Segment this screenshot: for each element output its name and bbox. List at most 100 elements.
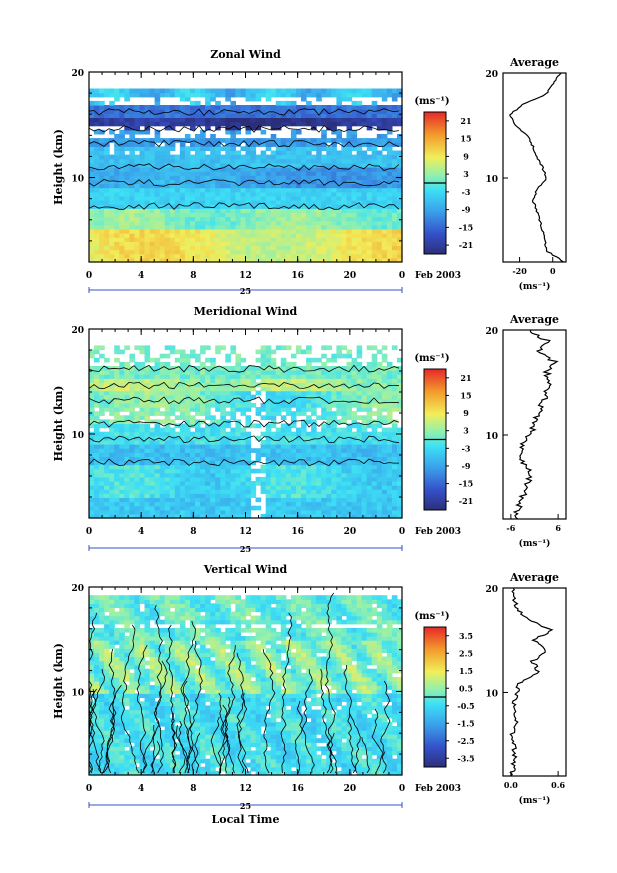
heatmap-cell — [89, 117, 95, 123]
heatmap-cell — [225, 224, 231, 230]
heatmap-cell — [240, 476, 247, 482]
heatmap-cell — [124, 456, 130, 462]
heatmap-cell — [321, 411, 327, 416]
heatmap-cell — [245, 448, 252, 453]
heatmap-cell — [280, 374, 287, 379]
heatmap-cell — [306, 349, 312, 355]
heatmap-cell — [215, 378, 221, 383]
heatmap-cell — [159, 146, 166, 151]
heatmap-cell — [144, 411, 151, 416]
heatmap-cell — [346, 415, 353, 420]
heatmap-cell — [361, 485, 368, 490]
heatmap-cell — [129, 233, 135, 238]
heatmap-cell — [230, 195, 236, 201]
heatmap-cell — [149, 481, 156, 486]
heatmap-cell — [371, 105, 378, 110]
heatmap-cell — [119, 513, 125, 519]
heatmap-cell — [129, 456, 135, 462]
heatmap-cell — [326, 378, 332, 383]
heatmap-cell — [381, 92, 388, 98]
heatmap-cell — [205, 485, 211, 490]
heatmap-cell — [296, 403, 302, 408]
heatmap-cell — [326, 150, 332, 156]
heatmap-cell — [321, 179, 327, 185]
heatmap-cell — [169, 220, 176, 226]
heatmap-cell — [316, 497, 322, 503]
heatmap-cell — [371, 121, 378, 127]
heatmap-cell — [164, 195, 171, 201]
heatmap-cell — [270, 468, 277, 474]
heatmap-cell — [159, 456, 166, 462]
heatmap-cell — [351, 142, 358, 147]
heatmap-cell — [139, 370, 146, 375]
heatmap-cell — [275, 257, 282, 263]
heatmap-cell — [164, 497, 171, 503]
heatmap-cell — [356, 200, 363, 205]
heatmap-cell — [371, 366, 378, 371]
heatmap-cell — [265, 200, 272, 205]
heatmap-cell — [154, 468, 161, 474]
heatmap-cell — [129, 241, 135, 246]
heatmap-cell — [144, 216, 151, 222]
heatmap-cell — [316, 216, 322, 222]
heatmap-cell — [134, 472, 140, 478]
heatmap-cell — [195, 245, 201, 251]
heatmap-cell — [220, 501, 226, 507]
heatmap-cell — [164, 382, 171, 388]
heatmap-cell — [356, 448, 363, 453]
heatmap-cell — [215, 253, 221, 259]
heatmap-cell — [397, 249, 403, 255]
heatmap-cell — [391, 117, 398, 123]
heatmap-cell — [381, 452, 388, 457]
heatmap-cell — [311, 431, 317, 437]
heatmap-cell — [154, 167, 161, 172]
heatmap-cell — [336, 204, 342, 209]
heatmap-cell — [134, 444, 140, 449]
heatmap-cell — [159, 439, 166, 445]
heatmap-cell — [114, 154, 120, 160]
heatmap-cell — [366, 241, 373, 246]
heatmap-cell — [190, 138, 196, 143]
heatmap-cell — [397, 88, 403, 94]
heatmap-cell — [104, 460, 110, 466]
heatmap-cell — [215, 468, 221, 474]
heatmap-cell — [356, 162, 363, 168]
heatmap-cell — [134, 497, 140, 503]
heatmap-cell — [134, 394, 140, 400]
heatmap-cell — [326, 195, 332, 201]
heatmap-cell — [245, 460, 252, 466]
heatmap-cell — [205, 187, 211, 193]
heatmap-cell — [366, 505, 373, 511]
heatmap-cell — [104, 175, 110, 180]
contour-line — [88, 435, 400, 444]
heatmap-cell — [336, 241, 342, 246]
heatmap-cell — [139, 493, 146, 498]
heatmap-cell — [184, 109, 191, 114]
heatmap-cell — [195, 390, 201, 396]
heatmap-cell — [220, 497, 226, 503]
heatmap-cell — [356, 460, 363, 466]
heatmap-cell — [190, 105, 196, 110]
heatmap-cell — [94, 476, 100, 482]
heatmap-cell — [265, 472, 272, 478]
heatmap-cell — [391, 489, 398, 494]
heatmap-cell — [321, 370, 327, 375]
heatmap-cell — [376, 464, 383, 470]
heatmap-cell — [296, 162, 302, 168]
heatmap-cell — [184, 501, 191, 507]
heatmap-cell — [321, 345, 327, 351]
heatmap-cell — [326, 444, 332, 449]
heatmap-cell — [306, 150, 312, 156]
heatmap-cell — [109, 431, 115, 437]
heatmap-cell — [220, 162, 226, 168]
heatmap-cell — [230, 241, 236, 246]
heatmap-cell — [139, 435, 146, 441]
heatmap-cell — [139, 138, 146, 143]
heatmap-cell — [275, 394, 282, 400]
heatmap-cell — [280, 146, 287, 151]
heatmap-cell — [169, 233, 176, 238]
heatmap-cell — [174, 513, 181, 519]
heatmap-cell — [361, 394, 368, 400]
heatmap-cell — [220, 224, 226, 230]
heatmap-cell — [296, 88, 302, 94]
